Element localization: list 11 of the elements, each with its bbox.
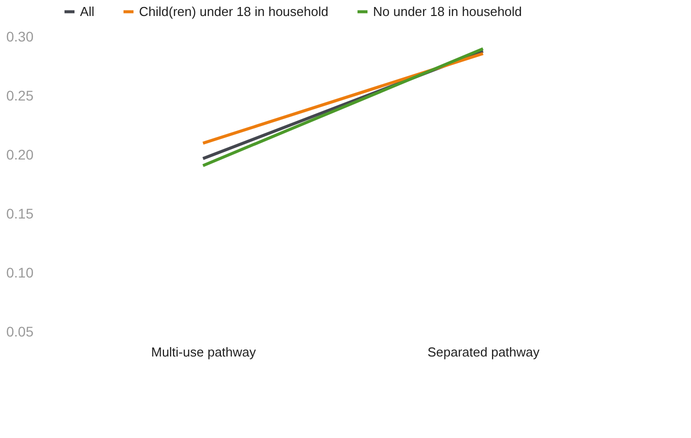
y-tick-label: 0.05 <box>6 324 34 340</box>
y-tick-label: 0.10 <box>6 264 34 280</box>
legend-label: Child(ren) under 18 in household <box>139 4 328 19</box>
legend-label: No under 18 in household <box>373 4 522 19</box>
legend-label: All <box>80 4 95 19</box>
x-tick-label: Multi-use pathway <box>151 344 256 360</box>
x-tick-label: Separated pathway <box>427 344 540 360</box>
y-tick-label: 0.25 <box>6 88 34 104</box>
y-tick-label: 0.20 <box>6 146 34 162</box>
y-tick-label: 0.15 <box>6 206 34 222</box>
y-tick-label: 0.30 <box>6 28 34 44</box>
